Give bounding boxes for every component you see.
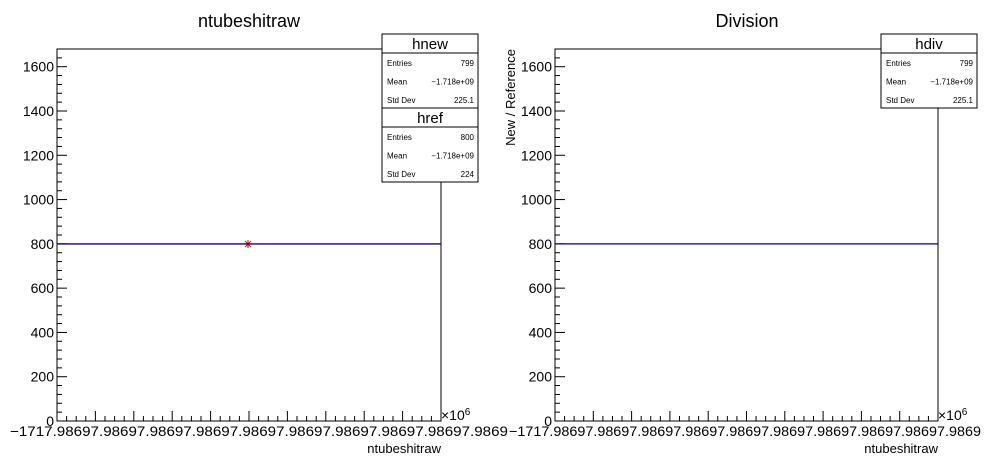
stat-box-title: hdiv (915, 36, 943, 53)
right-y-axis-title: New / Reference (503, 49, 518, 146)
left-chart-title: ntubeshitraw (198, 11, 301, 31)
right-pad: Division New / Reference 0 200 400 600 800 10… (503, 11, 981, 456)
stat-row-value: 799 (960, 59, 974, 68)
right-chart-title: Division (715, 11, 778, 31)
stat-box-hdiv: hdiv Entries 799 Mean −1.718e+09 Std Dev 225.1 (880, 33, 978, 109)
stat-row-value: 225.1 (454, 96, 475, 105)
stat-row-value: −1.718e+09 (930, 78, 973, 87)
y-tick-label: 0 (544, 413, 552, 429)
stat-row-label: Entries (886, 59, 911, 68)
right-x-axis-title: ntubeshitraw (864, 441, 938, 456)
stat-row-label: Std Dev (387, 170, 415, 179)
y-tick-label: 200 (31, 369, 55, 385)
stat-row-value: −1.718e+09 (431, 152, 474, 161)
stat-row-label: Std Dev (886, 96, 914, 105)
left-x-tick-labels: −1717.98697.98697.98697.98697.98697.9869… (10, 423, 508, 439)
y-tick-label: 400 (529, 324, 553, 340)
y-tick-label: 1200 (23, 147, 54, 163)
stat-row-label: Mean (387, 78, 407, 87)
stat-box-title: href (417, 110, 444, 127)
y-tick-label: 200 (529, 369, 553, 385)
stat-box-frame (880, 33, 978, 109)
y-tick-label: 1000 (521, 192, 552, 208)
y-tick-label: 600 (529, 280, 553, 296)
stat-row-value: 800 (461, 133, 475, 142)
right-x-tick-labels: −1717.98697.98697.98697.98697.98697.9869… (509, 423, 981, 439)
stat-row-label: Entries (387, 59, 412, 68)
y-tick-label: 0 (46, 413, 54, 429)
stat-row-label: Entries (387, 133, 412, 142)
stat-row-value: 799 (461, 59, 475, 68)
stat-row-value: 224 (461, 170, 475, 179)
right-stat-boxes: hdiv Entries 799 Mean −1.718e+09 Std Dev 225.1 (880, 33, 978, 109)
left-series-group (57, 240, 441, 249)
left-x-multiplier: ×106 (441, 407, 471, 423)
left-pad: ntubeshitraw 0 200 400 600 800 1000 1200 1400 16… (10, 11, 508, 456)
stat-box-frame (381, 107, 479, 183)
y-tick-label: 1000 (23, 192, 54, 208)
y-tick-label: 1400 (23, 103, 54, 119)
stat-box-href: href Entries 800 Mean −1.718e+09 Std Dev 224 (381, 107, 479, 183)
right-y-axis-title-wrapper: New / Reference (503, 49, 518, 146)
left-x-axis-title: ntubeshitraw (367, 441, 441, 456)
y-tick-label: 1600 (23, 59, 54, 75)
y-tick-label: 1400 (521, 103, 552, 119)
y-tick-label: 1600 (521, 59, 552, 75)
y-tick-label: 400 (31, 324, 55, 340)
y-tick-label: 800 (31, 236, 55, 252)
stat-row-value: 225.1 (953, 96, 974, 105)
right-axis-ticks: 0 200 400 600 800 1000 1200 1400 1600 (521, 48, 939, 429)
left-axis-ticks: 0 200 400 600 800 1000 1200 1400 1600 (23, 48, 442, 429)
y-tick-label: 600 (31, 280, 55, 296)
stat-box-title: hnew (412, 36, 448, 53)
right-x-multiplier: ×106 (938, 407, 968, 423)
stat-row-label: Std Dev (387, 96, 415, 105)
stat-row-label: Mean (886, 78, 906, 87)
y-tick-label: 1200 (521, 147, 552, 163)
stat-row-label: Mean (387, 152, 407, 161)
y-tick-label: 800 (529, 236, 553, 252)
stat-row-value: −1.718e+09 (431, 78, 474, 87)
